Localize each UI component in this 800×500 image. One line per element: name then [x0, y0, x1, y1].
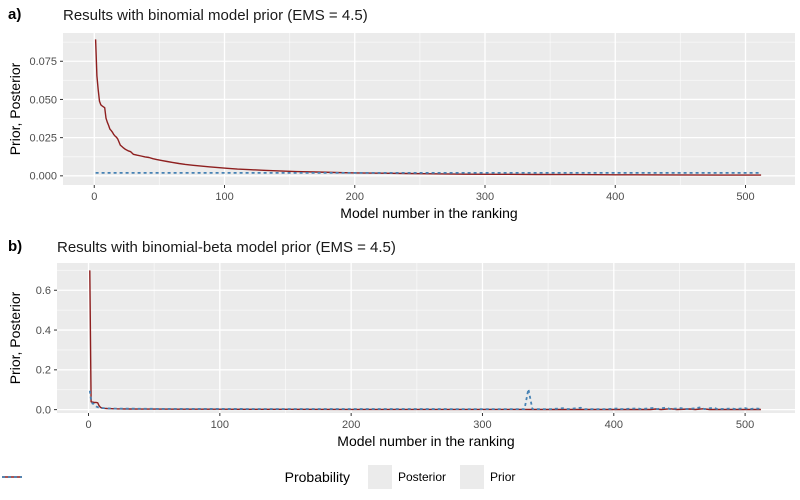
panel-b-x-axis-label: Model number in the ranking [337, 433, 515, 449]
svg-text:500: 500 [736, 191, 754, 203]
panel-a-title: Results with binomial model prior (EMS =… [63, 7, 368, 24]
svg-text:0.075: 0.075 [29, 56, 57, 68]
svg-text:0.050: 0.050 [29, 94, 57, 106]
svg-text:200: 200 [342, 419, 360, 431]
svg-text:400: 400 [606, 191, 624, 203]
legend: Probability Posterior Prior [0, 460, 800, 494]
svg-text:400: 400 [605, 419, 623, 431]
svg-text:0.6: 0.6 [36, 285, 51, 297]
svg-text:0: 0 [91, 191, 97, 203]
panel-b-y-axis-label: Prior, Posterior [7, 291, 23, 385]
panel-b-label: b) [8, 238, 23, 255]
svg-text:0.2: 0.2 [36, 365, 51, 377]
plot-panel-a: 0 100 200 300 400 500 0.000 0.025 0.050 0.075 [29, 33, 795, 203]
svg-text:500: 500 [736, 419, 754, 431]
legend-label-prior: Prior [490, 470, 516, 484]
plot-panel-b: 0 100 200 300 400 500 0.0 0.2 0.4 0.6 [36, 263, 795, 431]
svg-text:0.4: 0.4 [36, 325, 51, 337]
svg-text:0.025: 0.025 [29, 132, 57, 144]
svg-text:0.000: 0.000 [29, 171, 57, 183]
legend-item-posterior: Posterior [2, 465, 447, 489]
legend-label-posterior: Posterior [398, 470, 447, 484]
panel-a-label: a) [8, 6, 22, 23]
panel-b-title: Results with binomial-beta model prior (… [57, 239, 396, 256]
svg-text:100: 100 [211, 419, 229, 431]
svg-text:100: 100 [215, 191, 233, 203]
svg-text:300: 300 [473, 419, 491, 431]
svg-text:0.0: 0.0 [36, 404, 51, 416]
panel-a-x-axis-label: Model number in the ranking [340, 205, 518, 221]
legend-item-prior: Prior [2, 465, 516, 489]
svg-text:300: 300 [476, 191, 494, 203]
legend-title: Probability [284, 469, 350, 485]
svg-text:200: 200 [346, 191, 364, 203]
prior-line-key-icon [2, 465, 485, 489]
panel-a-y-axis-label: Prior, Posterior [7, 62, 23, 156]
posterior-line-key-icon [2, 465, 392, 489]
svg-text:0: 0 [85, 419, 91, 431]
